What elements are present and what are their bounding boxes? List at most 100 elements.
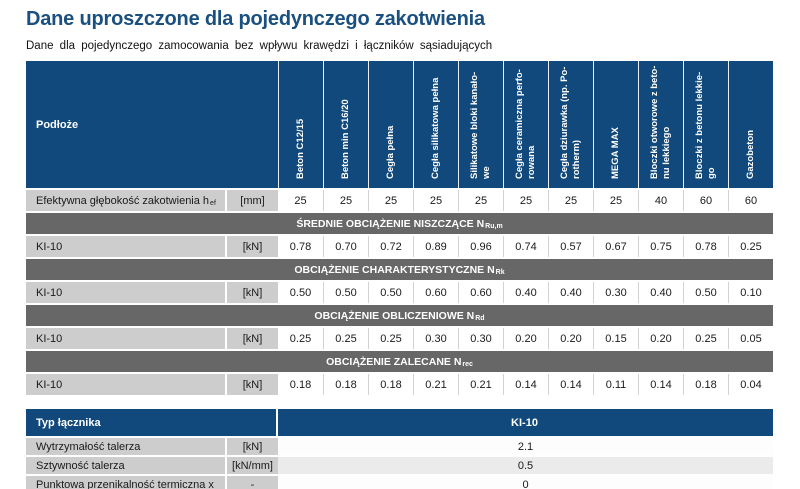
value-cell: 0 <box>278 476 773 489</box>
value-cell: 0.18 <box>323 374 368 395</box>
value-cell: 0.11 <box>593 374 638 395</box>
column-header-label: Beton C12/15 <box>295 61 307 188</box>
section-header-subscript: rec <box>462 361 473 368</box>
column-header-line: nu lekkiego <box>661 126 672 179</box>
value-cell: 0.15 <box>593 328 638 349</box>
column-header-label: Cegła ceramiczna perfo-rowana <box>514 61 538 188</box>
column-header: Bloczki otworowe z beto-nu lekkiego <box>638 61 683 188</box>
column-header: Cegła dziurawka (np. Po-rotherm) <box>548 61 593 188</box>
column-header-label: Gazobeton <box>745 61 757 188</box>
column-header: Bloczki z betonu lekkie-go <box>683 61 728 188</box>
table-row: Wytrzymałość talerza [kN] 2.1 <box>26 438 773 455</box>
value-cell: 0.75 <box>638 236 683 257</box>
unit-cell: - <box>225 476 278 489</box>
value-cell: 0.21 <box>458 374 503 395</box>
value-cell: 25 <box>323 190 368 211</box>
table-row: KI-10 [kN] 0.25 0.25 0.25 0.30 0.30 0.20 0.20 0.1… <box>26 328 773 349</box>
column-header-line: Cegła pełna <box>385 125 397 179</box>
unit-cell: [kN] <box>225 374 278 395</box>
column-header-label: Silikatowe bloki kanało-we <box>469 61 493 188</box>
column-header: Beton C12/15 <box>278 61 323 188</box>
value-cell: 60 <box>728 190 773 211</box>
connector-name-header-cell: KI-10 <box>511 416 538 429</box>
unit-cell: [kN] <box>225 282 278 303</box>
connector-type-header-cell: Typ łącznika <box>26 409 278 436</box>
column-header-line: rowana <box>526 145 537 179</box>
column-header-line: go <box>706 167 717 179</box>
value-cell: 0.14 <box>548 374 593 395</box>
column-header: Silikatowe bloki kanało-we <box>458 61 503 188</box>
row-label-text: KI-10 <box>36 332 63 345</box>
section-header-subscript: Rd <box>475 315 485 322</box>
section-header-label: OBCIĄŻENIE OBLICZENIOWE N <box>314 309 475 322</box>
row-label: Sztywność talerza <box>26 457 225 474</box>
value-cell: 0.5 <box>278 457 773 474</box>
column-header: Cegła pełna <box>368 61 413 188</box>
value-cell: 0.74 <box>503 236 548 257</box>
unit-cell: [kN] <box>225 236 278 257</box>
table-row: Punktowa przenikalność termiczna x - 0 <box>26 476 773 489</box>
value-cell: 25 <box>458 190 503 211</box>
value-cell: 0.50 <box>683 282 728 303</box>
value-cell: 25 <box>593 190 638 211</box>
value-cell: 0.57 <box>548 236 593 257</box>
connector-table: Typ łącznika KI-10 Wytrzymałość talerza … <box>26 409 773 489</box>
row-label: KI-10 <box>26 374 225 395</box>
page-title: Dane uproszczone dla pojedynczego zakotw… <box>26 8 485 30</box>
value-cell: 0.60 <box>458 282 503 303</box>
value-cell: 0.25 <box>368 328 413 349</box>
column-header-line: Silikatowe bloki kanało- <box>469 71 481 179</box>
value-cell: 0.14 <box>638 374 683 395</box>
section-header-row: OBCIĄŻENIE CHARAKTERYSTYCZNE N Rk <box>26 259 773 280</box>
value-cell: 25 <box>413 190 458 211</box>
section-header-subscript: Ru,m <box>485 223 503 230</box>
table-header-row: Podłoże Beton C12/15 Beton min C16/20 Cegł… <box>26 61 773 188</box>
table-row: Sztywność talerza [kN/mm] 0.5 <box>26 457 773 474</box>
connector-table-body: Wytrzymałość talerza [kN] 2.1 Sztywność … <box>26 438 773 489</box>
table-row: KI-10 [kN] 0.18 0.18 0.18 0.21 0.21 0.14 0.14 0.1… <box>26 374 773 395</box>
table-row: KI-10 [kN] 0.50 0.50 0.50 0.60 0.60 0.40 0.40 0.3… <box>26 282 773 303</box>
value-cell: 0.40 <box>503 282 548 303</box>
section-header-row: OBCIĄŻENIE OBLICZENIOWE N Rd <box>26 305 773 326</box>
value-cell: 25 <box>368 190 413 211</box>
value-cell: 25 <box>503 190 548 211</box>
column-header-line: we <box>481 166 492 179</box>
row-label: Wytrzymałość talerza <box>26 438 225 455</box>
row-label-subscript: ef <box>210 200 216 207</box>
value-cell: 0.40 <box>548 282 593 303</box>
value-cell: 0.25 <box>683 328 728 349</box>
value-cell: 0.04 <box>728 374 773 395</box>
column-header-label: Bloczki z betonu lekkie-go <box>694 61 718 188</box>
column-header-line: Bloczki z betonu lekkie- <box>694 71 706 179</box>
value-cell: 0.20 <box>638 328 683 349</box>
value-cell: 0.05 <box>728 328 773 349</box>
value-cell: 0.18 <box>278 374 323 395</box>
unit-cell: [kN] <box>225 438 278 455</box>
value-cell: 0.50 <box>278 282 323 303</box>
row-label: Punktowa przenikalność termiczna x <box>26 476 225 489</box>
column-header-label: Bloczki otworowe z beto-nu lekkiego <box>649 61 673 188</box>
column-header: MEGA MAX <box>593 61 638 188</box>
value-cell: 0.96 <box>458 236 503 257</box>
value-cell: 0.78 <box>278 236 323 257</box>
section-header-row: ŚREDNIE OBCIĄŻENIE NISZCZĄCE N Ru,m <box>26 213 773 234</box>
value-cell: 0.89 <box>413 236 458 257</box>
value-cell: 0.25 <box>278 328 323 349</box>
column-header-label: MEGA MAX <box>610 61 622 188</box>
value-cell: 0.67 <box>593 236 638 257</box>
column-header-line: Cegła silikatowa pełna <box>430 77 442 179</box>
value-cell: 0.25 <box>728 236 773 257</box>
value-cell: 60 <box>683 190 728 211</box>
column-header: Cegła ceramiczna perfo-rowana <box>503 61 548 188</box>
column-header-label: Cegła silikatowa pełna <box>430 61 442 188</box>
row-label-text: KI-10 <box>36 286 63 299</box>
column-header: Cegła silikatowa pełna <box>413 61 458 188</box>
unit-cell: [kN/mm] <box>225 457 278 474</box>
row-label: Efektywna głębokość zakotwienia h ef <box>26 190 225 211</box>
value-cell: 0.60 <box>413 282 458 303</box>
value-cell: 0.70 <box>323 236 368 257</box>
column-header-line: Gazobeton <box>745 129 757 179</box>
section-header-subscript: Rk <box>495 269 505 276</box>
